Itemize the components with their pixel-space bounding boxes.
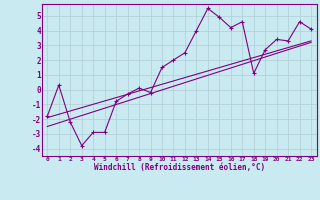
X-axis label: Windchill (Refroidissement éolien,°C): Windchill (Refroidissement éolien,°C)	[94, 163, 265, 172]
